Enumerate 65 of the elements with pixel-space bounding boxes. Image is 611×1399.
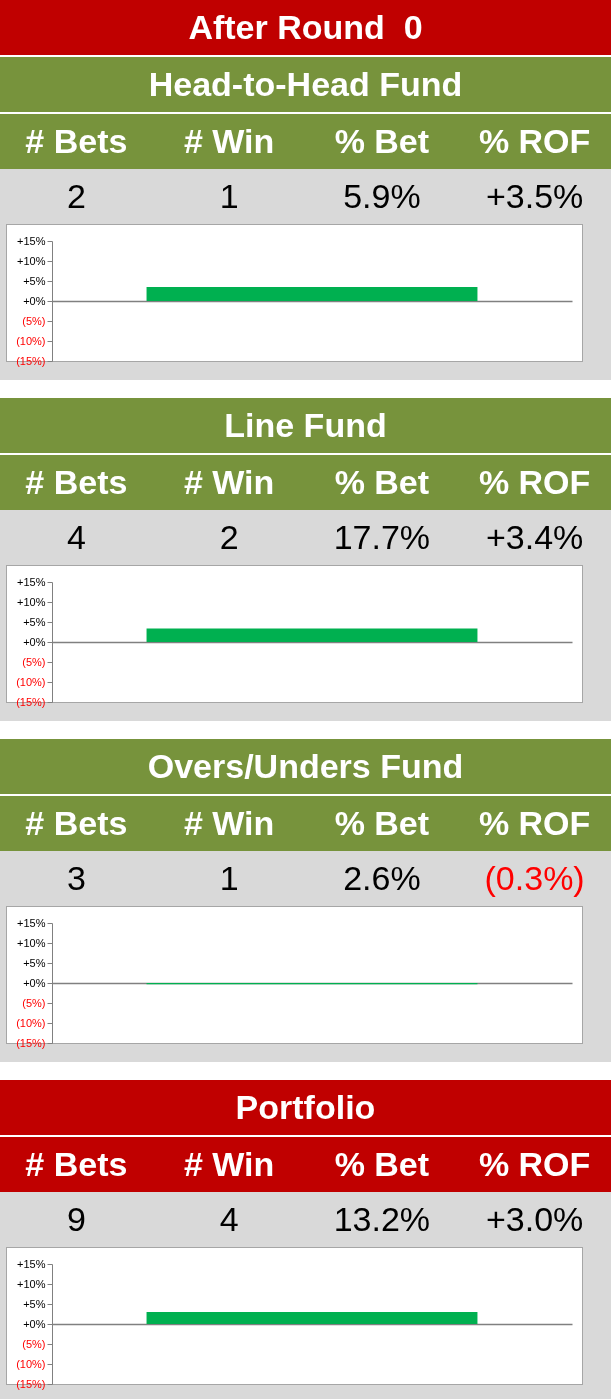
y-tick-label: +15%: [17, 916, 46, 929]
y-tick-label: (15%): [16, 1036, 46, 1049]
category-label: # Win: [182, 1144, 276, 1185]
data-label: 2: [65, 176, 87, 217]
category-label: % Bet: [333, 803, 431, 844]
y-tick-label: +10%: [17, 936, 46, 949]
y-tick-label: (10%): [16, 675, 46, 688]
y-tick-label: (10%): [16, 1016, 46, 1029]
category-label: # Bets: [24, 462, 129, 503]
data-label: 3: [65, 858, 87, 899]
data-label: 17.7%: [332, 517, 432, 558]
category-label: % ROF: [477, 462, 592, 503]
y-tick-label: +10%: [17, 1277, 46, 1290]
category-label: # Win: [182, 803, 276, 844]
y-tick-label: +0%: [23, 1317, 46, 1330]
data-label: 2: [218, 517, 240, 558]
y-tick-label: +5%: [23, 274, 46, 287]
category-label: % Bet: [333, 462, 431, 503]
data-label: 1: [218, 176, 240, 217]
category-label: % Bet: [333, 1144, 431, 1185]
y-tick-label: +10%: [17, 595, 46, 608]
data-label: 2.6%: [342, 858, 422, 899]
y-tick-label: +5%: [23, 956, 46, 969]
y-tick-label: (5%): [22, 655, 46, 668]
y-tick-label: +15%: [17, 1257, 46, 1270]
y-tick-label: +0%: [23, 294, 46, 307]
y-tick-label: (15%): [16, 354, 46, 367]
data-label: 13.2%: [332, 1199, 432, 1240]
data-label: 4: [65, 517, 87, 558]
y-tick-label: +5%: [23, 615, 46, 628]
category-label: # Win: [182, 121, 276, 162]
text: Portfolio: [0, 1080, 611, 1137]
y-tick-label: +0%: [23, 635, 46, 648]
y-tick-label: (5%): [22, 314, 46, 327]
category-label: % ROF: [477, 803, 592, 844]
category-label: % ROF: [477, 1144, 592, 1185]
y-tick-label: +15%: [17, 575, 46, 588]
text: Head-to-Head Fund: [0, 57, 611, 114]
y-tick-label: (10%): [16, 1357, 46, 1370]
category-label: # Bets: [24, 803, 129, 844]
y-tick-label: (10%): [16, 334, 46, 347]
data-label: (0.3%): [483, 858, 586, 899]
data-label: 4: [218, 1199, 240, 1240]
category-label: # Bets: [24, 1144, 129, 1185]
y-tick-label: +5%: [23, 1297, 46, 1310]
data-label: +3.5%: [484, 176, 585, 217]
y-tick-label: +0%: [23, 976, 46, 989]
y-tick-label: +15%: [17, 234, 46, 247]
y-tick-label: (5%): [22, 1337, 46, 1350]
y-tick-label: (15%): [16, 1377, 46, 1390]
data-label: 1: [218, 858, 240, 899]
text: Overs/Unders Fund: [0, 739, 611, 796]
category-label: % Bet: [333, 121, 431, 162]
y-tick-label: (15%): [16, 695, 46, 708]
data-label: +3.4%: [484, 517, 585, 558]
data-label: 9: [65, 1199, 87, 1240]
category-label: # Win: [182, 462, 276, 503]
data-label: +3.0%: [484, 1199, 585, 1240]
y-tick-label: +10%: [17, 254, 46, 267]
category-label: # Bets: [24, 121, 129, 162]
text: Line Fund: [0, 398, 611, 455]
text: After Round 0: [0, 0, 611, 57]
data-label: 5.9%: [342, 176, 422, 217]
category-label: % ROF: [477, 121, 592, 162]
y-tick-label: (5%): [22, 996, 46, 1009]
